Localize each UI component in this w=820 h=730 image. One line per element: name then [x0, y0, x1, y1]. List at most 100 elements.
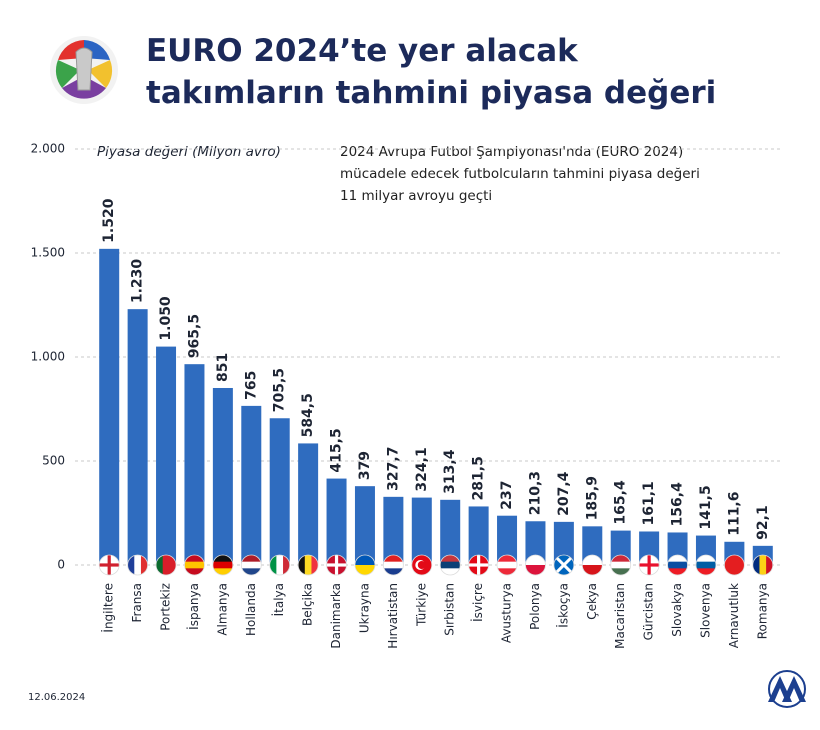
flag — [582, 555, 603, 575]
x-tick-label: İspanya — [186, 583, 201, 630]
subtitle: 2024 Avrupa Futbol Şampiyonası'nda (EURO… — [340, 144, 683, 160]
flag-rim — [184, 554, 205, 576]
bar — [553, 521, 574, 565]
flag-stripe — [184, 555, 205, 563]
flag-stripe — [140, 555, 148, 575]
flag-rim — [439, 554, 461, 576]
x-tick-label: Polonya — [528, 583, 542, 630]
flag-stripe — [298, 555, 306, 575]
bar — [582, 526, 603, 565]
flag — [639, 555, 660, 575]
bar — [497, 515, 518, 565]
flag-stripe — [724, 555, 745, 575]
flag-stripe — [184, 561, 205, 569]
value-label: 210,3 — [527, 471, 543, 515]
flag-stripe — [667, 568, 688, 575]
y-tick-label: 1.000 — [31, 350, 65, 364]
x-tick-label: Arnavutluk — [727, 583, 741, 648]
bar — [99, 248, 120, 565]
flag-rim — [638, 554, 660, 576]
chart-title: takımların tahmini piyasa değeri — [146, 75, 716, 111]
flag-rim — [354, 554, 376, 576]
flag-stripe — [667, 555, 688, 563]
flag-rim — [723, 554, 745, 576]
flag — [667, 555, 688, 575]
bar — [212, 387, 233, 565]
value-label: 141,5 — [698, 485, 714, 529]
flag-stripe — [766, 555, 773, 575]
flag — [525, 555, 546, 575]
x-tick-label: Portekiz — [159, 583, 173, 631]
y-tick-label: 0 — [57, 558, 65, 572]
flag — [354, 555, 375, 575]
value-label: 165,4 — [613, 480, 629, 525]
flag-stripe — [354, 565, 375, 575]
value-label: 207,4 — [556, 471, 572, 516]
flag-stripe — [354, 555, 375, 566]
flag-stripe — [184, 568, 205, 575]
x-tick-label: Almanya — [215, 583, 229, 636]
x-tick-label: Hollanda — [244, 583, 258, 636]
bar — [127, 309, 148, 565]
value-label: 156,4 — [670, 482, 686, 527]
flag-stripe — [134, 555, 142, 575]
flag-rim — [240, 554, 262, 576]
flag-stripe — [582, 565, 603, 575]
flag-cross — [477, 555, 481, 575]
x-tick-label: İskoçya — [555, 583, 570, 628]
flag — [695, 555, 716, 575]
flag-stripe — [667, 561, 688, 569]
flag-rim — [326, 554, 347, 576]
flag-stripe — [276, 555, 284, 575]
flag-stripe — [212, 568, 233, 575]
bar — [468, 506, 489, 565]
bar — [184, 364, 205, 565]
logo — [768, 670, 806, 708]
flag-rim — [752, 554, 774, 576]
value-label: 313,4 — [442, 449, 458, 494]
x-tick-label: Slovenya — [698, 583, 712, 638]
flag-rim — [468, 554, 490, 576]
date: 12.06.2024 — [28, 692, 85, 703]
flag-rim — [382, 554, 404, 576]
flag-stripe — [269, 555, 277, 575]
flag-cross — [107, 555, 111, 575]
value-label: 161,1 — [641, 481, 657, 525]
value-label: 111,6 — [726, 491, 742, 535]
subtitle: mücadele edecek futbolcuların tahmini pi… — [340, 166, 700, 182]
y-tick-label: 500 — [42, 454, 65, 468]
flag — [99, 555, 120, 575]
value-label: 765 — [243, 371, 259, 400]
x-tick-label: Belçika — [301, 583, 315, 626]
flag-stripe — [525, 565, 546, 575]
flag — [553, 555, 574, 575]
flag-rim — [553, 554, 575, 576]
x-tick-label: Romanya — [755, 583, 769, 639]
x-tick-label: Slovakya — [670, 583, 684, 637]
flag-stripe — [497, 561, 518, 569]
flag-rim — [127, 554, 149, 576]
flag-stripe — [212, 555, 233, 563]
x-tick-label: İngiltere — [101, 583, 116, 633]
flag-stripe — [311, 555, 319, 575]
x-tick-label: Sırbistan — [443, 583, 457, 636]
flag-rim — [695, 554, 717, 576]
bar — [411, 497, 432, 565]
flag-cross — [647, 555, 651, 575]
flag-stripe — [759, 555, 767, 575]
x-tick-label: Danimarka — [329, 583, 343, 649]
value-label: 1.520 — [101, 198, 117, 243]
flag — [752, 555, 773, 575]
x-tick-label: Türkiye — [414, 583, 428, 627]
flag-stripe — [610, 568, 631, 575]
flag-stripe — [440, 568, 461, 575]
flag-rim — [297, 554, 319, 576]
value-label: 584,5 — [300, 393, 316, 437]
flag — [127, 555, 148, 575]
value-label: 705,5 — [272, 368, 288, 412]
x-tick-label: Macaristan — [613, 583, 627, 649]
flag-rim — [411, 554, 433, 576]
bar — [440, 499, 461, 565]
flag-stripe — [156, 555, 164, 575]
